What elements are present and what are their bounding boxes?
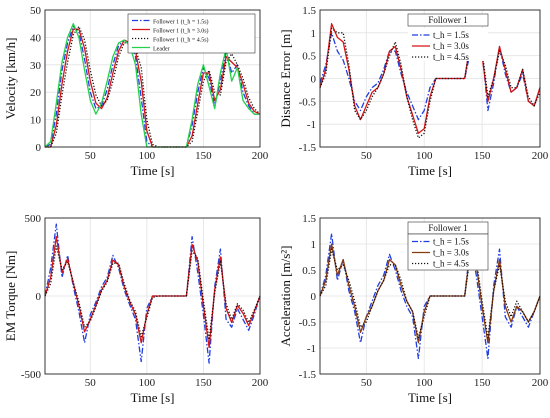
x-tick-label: 150: [195, 377, 212, 389]
legend-entry-label: t_h = 3.0s: [433, 41, 469, 51]
x-tick-label: 50: [361, 150, 373, 162]
y-tick-label: 1: [311, 239, 317, 251]
series-line-2: [319, 243, 541, 344]
y-tick-label: 1.5: [302, 213, 316, 225]
x-tick-label: 50: [85, 377, 97, 389]
legend: Follower 1 (t_h = 1.5s) Follower 1 (t_h =…: [127, 13, 256, 54]
series-line-1: [319, 32, 541, 121]
legend-entry-label: t_h = 1.5s: [433, 237, 469, 247]
y-tick-label: 0.5: [302, 51, 316, 63]
axes-frame: [319, 9, 541, 148]
y-tick-label: -1: [307, 343, 316, 355]
y-tick-label: -1.5: [299, 142, 317, 154]
y-axis-label: Velocity [km/h]: [3, 38, 18, 120]
series-line-2: [44, 236, 261, 349]
x-axis-label: Time [s]: [131, 390, 175, 405]
x-tick-label: 100: [416, 377, 433, 389]
y-tick-label: 20: [30, 87, 42, 99]
y-tick-label: 500: [25, 213, 42, 225]
y-axis-label: EM Torque [Nm]: [3, 251, 18, 342]
legend: Follower 1 t_h = 1.5st_h = 3.0st_h = 4.5s: [407, 13, 489, 62]
y-tick-label: 0: [36, 291, 42, 303]
y-tick-label: 30: [30, 60, 42, 72]
y-tick-label: -0.5: [299, 317, 317, 329]
y-tick-label: 10: [30, 115, 42, 127]
legend-entry-bg: [408, 50, 488, 61]
x-tick-label: 200: [532, 150, 549, 162]
x-tick-label: 50: [85, 150, 97, 162]
subplot-4: 50 100 150 200 -1.5 -1 -0.5 0 0.5 1 1.5 Time [s] Acc…: [278, 213, 549, 405]
axes-frame: [44, 9, 261, 148]
x-tick-label: 200: [532, 377, 549, 389]
x-tick-label: 150: [474, 377, 491, 389]
x-tick-label: 150: [474, 150, 491, 162]
subplot-2: 50 100 150 200 -1.5 -1 -0.5 0 0.5 1 1.5 Time [s] Dis…: [278, 5, 549, 178]
y-axis-label: Acceleration [m/s²]: [278, 246, 293, 347]
legend-title-box: [407, 13, 489, 27]
legend-entry-label: t_h = 4.5s: [433, 259, 469, 269]
series-line-3: [44, 245, 261, 341]
y-tick-label: -0.5: [299, 96, 317, 108]
series-line-2: [319, 23, 541, 134]
x-tick-label: 200: [252, 377, 269, 389]
legend-entry-label: t_h = 4.5s: [433, 52, 469, 62]
y-tick-label: 50: [30, 5, 42, 17]
legend-entry-label: Follower 1 (t_h = 1.5s): [153, 19, 209, 26]
y-tick-label: 0.5: [302, 265, 316, 277]
x-axis-label: Time [s]: [131, 163, 175, 178]
legend-entry-bg: [408, 39, 488, 50]
legend-entry-label: Follower 1 (t_h = 4.5s): [153, 37, 209, 44]
y-tick-label: 0: [311, 74, 317, 86]
series-line-3: [45, 25, 261, 148]
y-tick-label: -1: [307, 119, 316, 131]
y-axis-label: Distance Error [m]: [278, 29, 293, 127]
y-tick-label: 0: [36, 142, 42, 154]
axes-frame: [319, 217, 541, 375]
subplot-1: 50 100 150 200 0 10 20 30 40 50 Time [s] Velocity […: [3, 5, 269, 178]
x-tick-label: 100: [416, 150, 433, 162]
legend-entry-label: Leader: [153, 47, 170, 53]
legend-entry-label: t_h = 3.0s: [433, 248, 469, 258]
x-tick-label: 100: [139, 150, 156, 162]
legend-entry-label: t_h = 1.5s: [433, 30, 469, 40]
y-tick-label: 40: [30, 32, 42, 44]
x-axis-label: Time [s]: [408, 163, 452, 178]
y-tick-label: 1: [311, 28, 317, 40]
x-tick-label: 200: [252, 150, 269, 162]
x-axis-label: Time [s]: [408, 390, 452, 405]
legend-entry-bg: [408, 28, 488, 39]
x-tick-label: 150: [195, 150, 212, 162]
legend-title: Follower 1: [428, 15, 467, 25]
y-tick-label: -500: [21, 369, 42, 381]
legend-title: Follower 1: [428, 223, 467, 233]
x-tick-label: 100: [139, 377, 156, 389]
legend: Follower 1 t_h = 1.5st_h = 3.0st_h = 4.5s: [407, 221, 489, 271]
axes-frame: [44, 217, 261, 375]
y-tick-label: 0: [311, 291, 317, 303]
x-tick-label: 50: [361, 377, 373, 389]
y-tick-label: -1.5: [299, 369, 317, 381]
series-line-3: [319, 248, 541, 339]
y-tick-label: 1.5: [302, 5, 316, 17]
legend-entry-label: Follower 1 (t_h = 3.0s): [153, 28, 209, 35]
series-line-3: [319, 27, 541, 139]
